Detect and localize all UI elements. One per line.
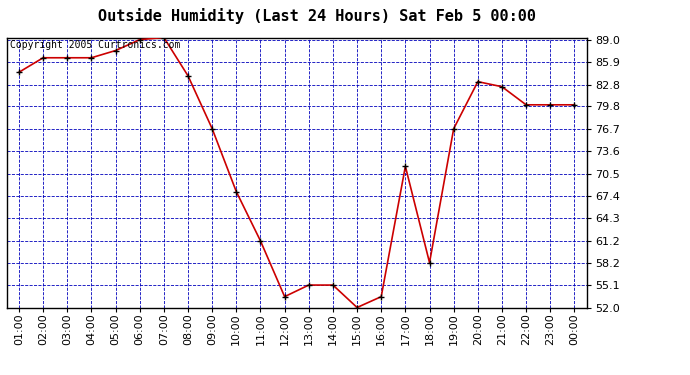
Text: Copyright 2005 Curtronics.com: Copyright 2005 Curtronics.com: [10, 40, 180, 50]
Text: Outside Humidity (Last 24 Hours) Sat Feb 5 00:00: Outside Humidity (Last 24 Hours) Sat Feb…: [99, 8, 536, 24]
